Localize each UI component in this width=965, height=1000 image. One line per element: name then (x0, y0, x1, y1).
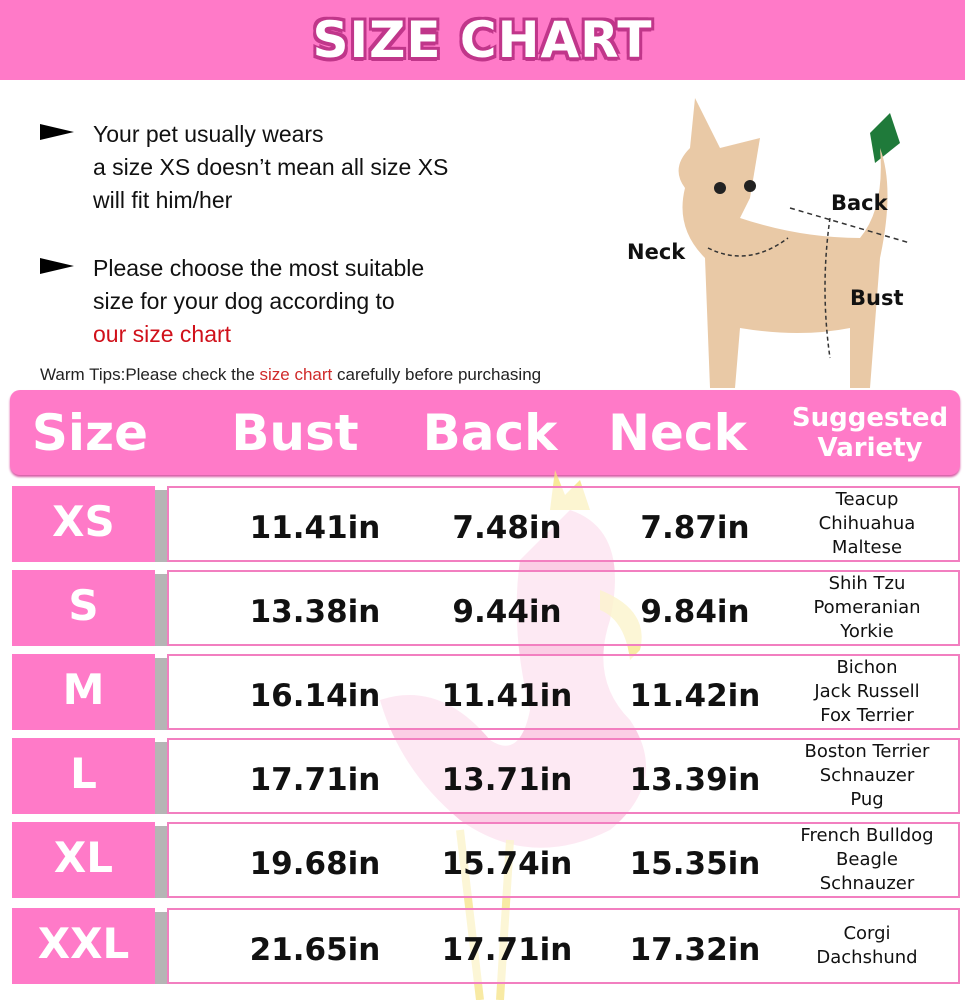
variety-item: Corgi (843, 923, 891, 944)
bust-value: 17.71in (249, 762, 381, 798)
leaf-icon (870, 113, 900, 163)
dog-measurement-diagram: Neck Back Bust (620, 88, 965, 388)
header-variety-line: Variety (817, 432, 923, 463)
page-title: SIZE CHART (312, 11, 653, 69)
bust-value: 13.38in (249, 594, 381, 630)
bust-value: 11.41in (249, 510, 381, 546)
bust-value: 21.65in (249, 932, 381, 968)
dog-illustration (678, 98, 911, 388)
row-cell (167, 908, 960, 984)
variety-item: French Bulldog (800, 825, 934, 846)
tips-prefix: Warm Tips:Please check the (40, 365, 260, 384)
back-value: 17.71in (441, 932, 573, 968)
tips-suffix: carefully before purchasing (332, 365, 542, 384)
neck-value: 15.35in (629, 846, 761, 882)
size-shadow (155, 490, 167, 562)
note-line: Your pet usually wears (93, 121, 324, 147)
size-shadow (155, 574, 167, 646)
neck-value: 11.42in (629, 678, 761, 714)
variety-item: Bichon (836, 657, 898, 678)
back-value: 11.41in (441, 678, 573, 714)
neck-value: 13.39in (629, 762, 761, 798)
table-row: M 16.14in 11.41in 11.42in Bichon Jack Rus… (12, 654, 960, 730)
back-label: Back (831, 191, 888, 215)
back-value: 15.74in (441, 846, 573, 882)
variety-item: Beagle (836, 849, 898, 870)
warm-tips: Warm Tips:Please check the size chart ca… (40, 365, 541, 385)
note-line: Please choose the most suitable (93, 255, 425, 281)
note-line: will fit him/her (93, 187, 233, 213)
suggested-variety: Boston Terrier Schnauzer Pug (772, 740, 962, 812)
arrow-bullet-icon (40, 258, 74, 274)
row-cell (167, 486, 960, 562)
back-value: 9.44in (452, 594, 562, 630)
size-shadow (155, 658, 167, 730)
header-variety: Suggested Variety (780, 390, 960, 475)
size-shadow (155, 912, 167, 984)
size-shadow (155, 742, 167, 814)
row-cell (167, 570, 960, 646)
suggested-variety: French Bulldog Beagle Schnauzer (772, 824, 962, 896)
row-cell (167, 654, 960, 730)
size-label: M (12, 654, 155, 730)
variety-item: Shih Tzu (828, 573, 906, 594)
table-row: S 13.38in 9.44in 9.84in Shih Tzu Pomerani… (12, 570, 960, 646)
note-2: Please choose the most suitable size for… (40, 252, 424, 351)
neck-label: Neck (627, 240, 686, 264)
row-cell (167, 822, 960, 898)
variety-item: Yorkie (840, 621, 894, 642)
neck-value: 17.32in (629, 932, 761, 968)
neck-value: 9.84in (640, 594, 750, 630)
note-line: a size XS doesn’t mean all size XS (93, 154, 449, 180)
note-highlight: our size chart (93, 321, 232, 347)
variety-item: Pug (850, 789, 884, 810)
neck-value: 7.87in (640, 510, 750, 546)
arrow-bullet-icon (40, 124, 74, 140)
table-row: XL 19.68in 15.74in 15.35in French Bulldo… (12, 822, 960, 898)
variety-item: Fox Terrier (820, 705, 914, 726)
size-label: L (12, 738, 155, 814)
suggested-variety: Bichon Jack Russell Fox Terrier (772, 656, 962, 728)
variety-item: Chihuahua (818, 513, 916, 534)
variety-item: Jack Russell (814, 681, 920, 702)
size-label: XL (12, 822, 155, 898)
bust-value: 19.68in (249, 846, 381, 882)
tips-highlight: size chart (259, 365, 333, 384)
variety-item: Dachshund (816, 947, 918, 968)
header-banner: SIZE CHART (0, 0, 965, 80)
header-size: Size (31, 403, 149, 462)
header-variety-line: Suggested (791, 402, 949, 433)
suggested-variety: Shih Tzu Pomeranian Yorkie (772, 572, 962, 644)
size-label: XS (12, 486, 155, 562)
table-header: Size Bust Back Neck Suggested Variety (10, 390, 960, 475)
back-value: 7.48in (452, 510, 562, 546)
size-shadow (155, 826, 167, 898)
back-value: 13.71in (441, 762, 573, 798)
table-row: XS 11.41in 7.48in 7.87in Teacup Chihuahua… (12, 486, 960, 562)
variety-item: Maltese (831, 537, 903, 558)
variety-item: Schnauzer (819, 765, 915, 786)
header-back: Back (422, 403, 558, 462)
variety-item: Schnauzer (819, 873, 915, 894)
header-bust: Bust (231, 403, 359, 462)
suggested-variety: Corgi Dachshund (772, 922, 962, 970)
variety-item: Pomeranian (813, 597, 921, 618)
variety-item: Boston Terrier (804, 741, 930, 762)
bust-label: Bust (850, 286, 904, 310)
size-label: S (12, 570, 155, 646)
note-line: size for your dog according to (93, 288, 395, 314)
row-cell (167, 738, 960, 814)
suggested-variety: Teacup Chihuahua Maltese (772, 488, 962, 560)
note-1: Your pet usually wears a size XS doesn’t… (40, 118, 448, 217)
bust-value: 16.14in (249, 678, 381, 714)
variety-item: Teacup (835, 489, 899, 510)
table-row: L 17.71in 13.71in 13.39in Boston Terrier… (12, 738, 960, 814)
header-neck: Neck (608, 403, 747, 462)
size-label: XXL (12, 908, 155, 984)
table-row: XXL 21.65in 17.71in 17.32in Corgi Dachshu… (12, 908, 960, 984)
